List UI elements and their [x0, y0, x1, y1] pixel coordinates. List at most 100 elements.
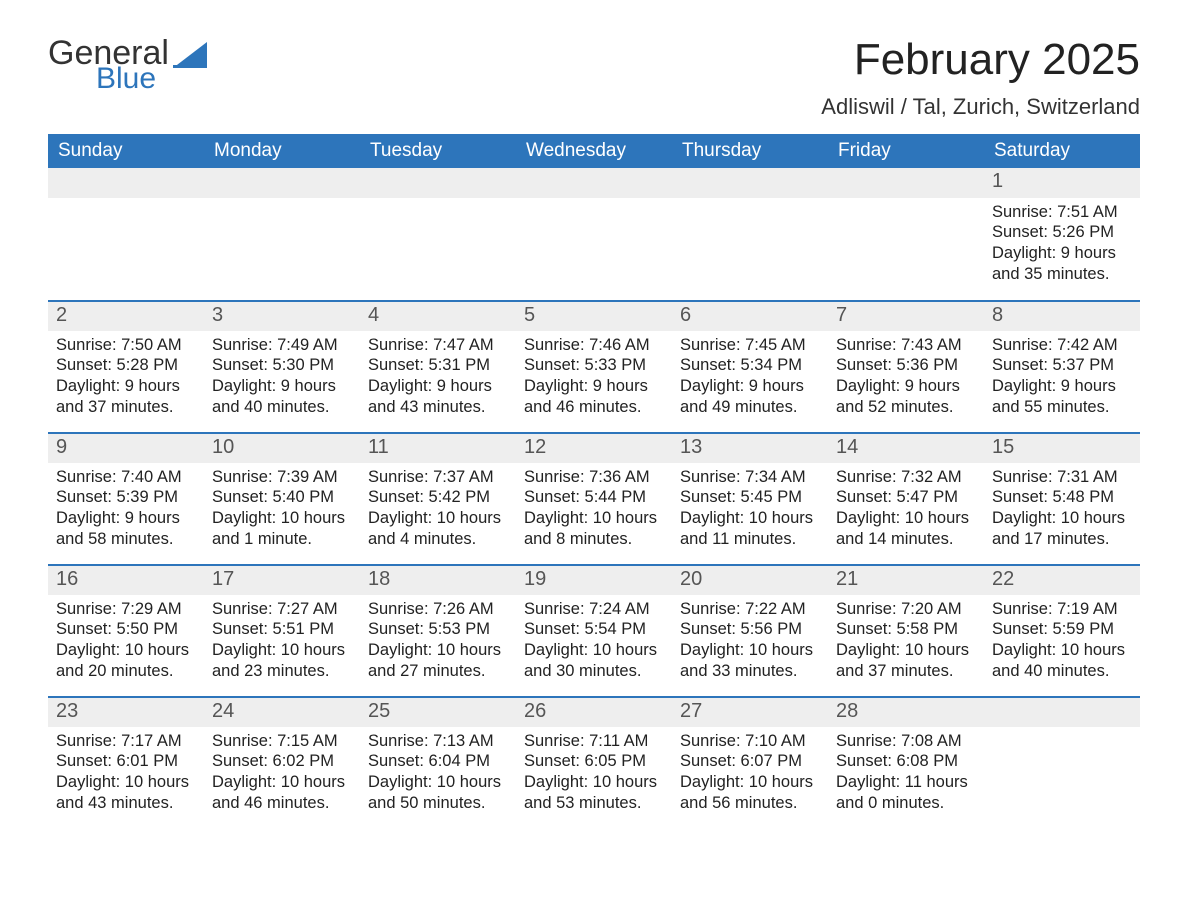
day-detail: Sunrise: 7:11 AMSunset: 6:05 PMDaylight:…: [516, 727, 672, 829]
day-number: 20: [672, 566, 828, 594]
day-number: [828, 168, 984, 197]
daylight-line: Daylight: 10 hours and 40 minutes.: [992, 640, 1132, 681]
day-number: 24: [204, 698, 360, 726]
day-detail: Sunrise: 7:43 AMSunset: 5:36 PMDaylight:…: [828, 331, 984, 433]
sunrise-line: Sunrise: 7:26 AM: [368, 599, 508, 620]
sunrise-line: Sunrise: 7:32 AM: [836, 467, 976, 488]
sunrise-line: Sunrise: 7:27 AM: [212, 599, 352, 620]
day-detail: Sunrise: 7:45 AMSunset: 5:34 PMDaylight:…: [672, 331, 828, 433]
day-number: 16: [48, 566, 204, 594]
sunset-line: Sunset: 5:28 PM: [56, 355, 196, 376]
day-number: 27: [672, 698, 828, 726]
day-number: [672, 168, 828, 197]
sunset-line: Sunset: 5:59 PM: [992, 619, 1132, 640]
daylight-line: Daylight: 10 hours and 8 minutes.: [524, 508, 664, 549]
day-detail: Sunrise: 7:29 AMSunset: 5:50 PMDaylight:…: [48, 595, 204, 697]
calendar-week: 1Sunrise: 7:51 AMSunset: 5:26 PMDaylight…: [48, 168, 1140, 300]
day-detail: Sunrise: 7:42 AMSunset: 5:37 PMDaylight:…: [984, 331, 1140, 433]
daylight-line: Daylight: 10 hours and 17 minutes.: [992, 508, 1132, 549]
day-number: [48, 168, 204, 197]
day-number: [360, 168, 516, 197]
sunset-line: Sunset: 6:01 PM: [56, 751, 196, 772]
sunset-line: Sunset: 5:33 PM: [524, 355, 664, 376]
day-detail: Sunrise: 7:27 AMSunset: 5:51 PMDaylight:…: [204, 595, 360, 697]
day-detail: Sunrise: 7:20 AMSunset: 5:58 PMDaylight:…: [828, 595, 984, 697]
day-number: 7: [828, 302, 984, 330]
location-label: Adliswil / Tal, Zurich, Switzerland: [821, 94, 1140, 120]
sunset-line: Sunset: 5:56 PM: [680, 619, 820, 640]
sunrise-line: Sunrise: 7:40 AM: [56, 467, 196, 488]
sunrise-line: Sunrise: 7:10 AM: [680, 731, 820, 752]
day-number: 22: [984, 566, 1140, 594]
daylight-line: Daylight: 10 hours and 56 minutes.: [680, 772, 820, 813]
daylight-line: Daylight: 10 hours and 37 minutes.: [836, 640, 976, 681]
calendar: SundayMondayTuesdayWednesdayThursdayFrid…: [48, 134, 1140, 828]
dow-cell: Sunday: [48, 134, 204, 168]
day-detail: Sunrise: 7:08 AMSunset: 6:08 PMDaylight:…: [828, 727, 984, 829]
day-detail: Sunrise: 7:24 AMSunset: 5:54 PMDaylight:…: [516, 595, 672, 697]
daylight-line: Daylight: 10 hours and 11 minutes.: [680, 508, 820, 549]
daylight-line: Daylight: 10 hours and 23 minutes.: [212, 640, 352, 681]
day-of-week-header: SundayMondayTuesdayWednesdayThursdayFrid…: [48, 134, 1140, 168]
daylight-line: Daylight: 9 hours and 52 minutes.: [836, 376, 976, 417]
sunset-line: Sunset: 5:53 PM: [368, 619, 508, 640]
week-body: Sunrise: 7:50 AMSunset: 5:28 PMDaylight:…: [48, 331, 1140, 433]
sunrise-line: Sunrise: 7:42 AM: [992, 335, 1132, 356]
sunrise-line: Sunrise: 7:15 AM: [212, 731, 352, 752]
day-detail: Sunrise: 7:22 AMSunset: 5:56 PMDaylight:…: [672, 595, 828, 697]
sunset-line: Sunset: 5:40 PM: [212, 487, 352, 508]
week-daynum-band: 16171819202122: [48, 566, 1140, 594]
sunrise-line: Sunrise: 7:49 AM: [212, 335, 352, 356]
daylight-line: Daylight: 9 hours and 35 minutes.: [992, 243, 1132, 284]
dow-cell: Saturday: [984, 134, 1140, 168]
sunrise-line: Sunrise: 7:24 AM: [524, 599, 664, 620]
calendar-week: 232425262728 Sunrise: 7:17 AMSunset: 6:01…: [48, 696, 1140, 828]
day-number: 1: [984, 168, 1140, 197]
sunset-line: Sunset: 5:50 PM: [56, 619, 196, 640]
sunrise-line: Sunrise: 7:08 AM: [836, 731, 976, 752]
week-daynum-band: 232425262728: [48, 698, 1140, 726]
day-detail: [984, 727, 1140, 829]
sunrise-line: Sunrise: 7:34 AM: [680, 467, 820, 488]
day-detail: Sunrise: 7:46 AMSunset: 5:33 PMDaylight:…: [516, 331, 672, 433]
day-detail: Sunrise: 7:40 AMSunset: 5:39 PMDaylight:…: [48, 463, 204, 565]
dow-cell: Monday: [204, 134, 360, 168]
calendar-week: 2345678Sunrise: 7:50 AMSunset: 5:28 PMDa…: [48, 300, 1140, 432]
title-block: February 2025 Adliswil / Tal, Zurich, Sw…: [821, 36, 1140, 120]
day-number: 14: [828, 434, 984, 462]
week-body: Sunrise: 7:29 AMSunset: 5:50 PM Daylight:…: [48, 595, 1140, 697]
sunset-line: Sunset: 5:58 PM: [836, 619, 976, 640]
daylight-line: Daylight: 9 hours and 40 minutes.: [212, 376, 352, 417]
day-detail: Sunrise: 7:26 AMSunset: 5:53 PMDaylight:…: [360, 595, 516, 697]
day-detail: [672, 198, 828, 301]
sunrise-line: Sunrise: 7:19 AM: [992, 599, 1132, 620]
sunrise-line: Sunrise: 7:37 AM: [368, 467, 508, 488]
sunrise-line: Sunrise: 7:17 AM: [56, 731, 196, 752]
dow-cell: Tuesday: [360, 134, 516, 168]
daylight-line: Daylight: 11 hours and 0 minutes.: [836, 772, 976, 813]
sunrise-line: Sunrise: 7:29 AM: [56, 599, 196, 620]
sunset-line: Sunset: 6:02 PM: [212, 751, 352, 772]
calendar-week: 9101112131415Sunrise: 7:40 AMSunset: 5:3…: [48, 432, 1140, 564]
day-number: 3: [204, 302, 360, 330]
week-daynum-band: 9101112131415: [48, 434, 1140, 462]
day-number: [984, 698, 1140, 726]
sunrise-line: Sunrise: 7:20 AM: [836, 599, 976, 620]
day-number: 5: [516, 302, 672, 330]
day-number: 28: [828, 698, 984, 726]
day-detail: [204, 198, 360, 301]
day-number: 18: [360, 566, 516, 594]
sunrise-line: Sunrise: 7:39 AM: [212, 467, 352, 488]
daylight-line: Daylight: 9 hours and 46 minutes.: [524, 376, 664, 417]
day-number: 12: [516, 434, 672, 462]
dow-cell: Wednesday: [516, 134, 672, 168]
day-number: 9: [48, 434, 204, 462]
week-daynum-band: 1: [48, 168, 1140, 197]
daylight-line: Daylight: 9 hours and 55 minutes.: [992, 376, 1132, 417]
week-body: Sunrise: 7:40 AMSunset: 5:39 PMDaylight:…: [48, 463, 1140, 565]
day-number: 8: [984, 302, 1140, 330]
daylight-line: Daylight: 10 hours and 4 minutes.: [368, 508, 508, 549]
sunset-line: Sunset: 5:31 PM: [368, 355, 508, 376]
day-detail: [48, 198, 204, 301]
calendar-week: 16171819202122Sunrise: 7:29 AMSunset: 5:…: [48, 564, 1140, 696]
